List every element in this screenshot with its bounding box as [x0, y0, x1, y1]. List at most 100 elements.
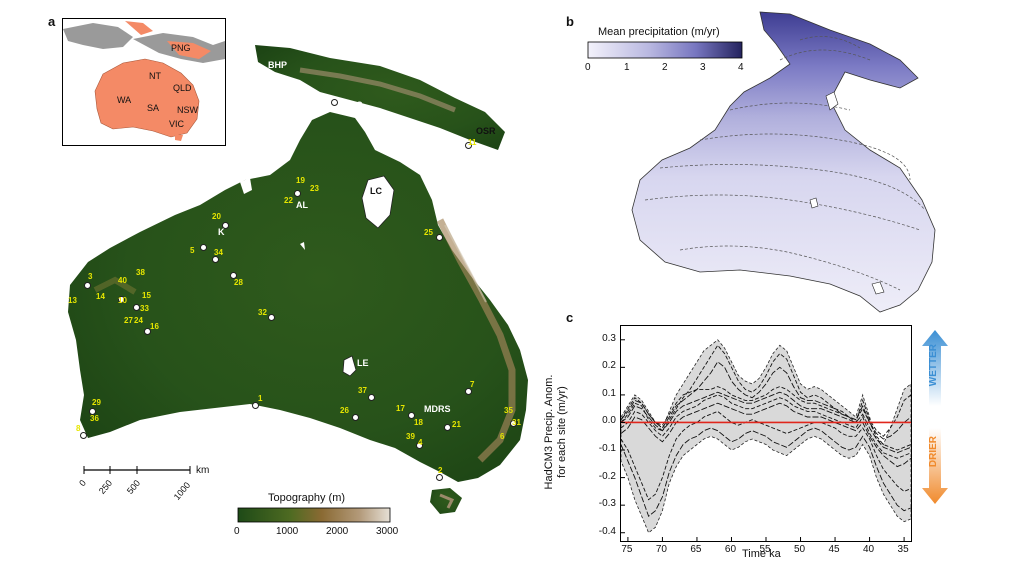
site-number: 3: [88, 272, 93, 281]
topo-tick: 2000: [326, 526, 349, 537]
x-tick-label: 70: [655, 544, 667, 555]
region-label-bhp: BHP: [268, 60, 288, 70]
site-number: 6: [500, 432, 505, 441]
site-number: 8: [76, 424, 81, 433]
y-tick-label: -0.1: [598, 443, 616, 455]
x-tick-label: 40: [863, 544, 875, 555]
site-marker: [408, 412, 415, 419]
lake-eyre: [342, 355, 357, 377]
australia-landmass: [68, 112, 528, 482]
site-marker: [444, 424, 451, 431]
site-number: 35: [504, 406, 513, 415]
topo-tick: 0: [234, 526, 240, 537]
series-line-7: [621, 427, 911, 517]
y-tick-label: -0.4: [598, 525, 616, 537]
inset-map: PNG NT QLD WA SA NSW VIC: [62, 18, 226, 146]
site-marker: [252, 402, 259, 409]
site-marker: [465, 142, 472, 149]
site-marker: [416, 442, 423, 449]
site-marker: [230, 272, 237, 279]
site-number: 39: [406, 432, 415, 441]
topography-colorbar: [237, 507, 391, 523]
region-label-mdrs: MDRS: [424, 404, 451, 414]
site-number: 13: [68, 296, 77, 305]
x-tick-label: 45: [828, 544, 840, 555]
topography-colorbar-title: Topography (m): [268, 492, 346, 504]
wetter-label: WETTER: [928, 344, 939, 387]
site-number: 29: [92, 398, 101, 407]
inset-label-sa: SA: [147, 103, 160, 113]
site-number: 18: [414, 418, 423, 427]
region-label-lc: LC: [370, 186, 382, 196]
inset-label-wa: WA: [117, 95, 132, 105]
region-label-ngcc: NGCC: [336, 100, 363, 110]
tasmania-landmass: [430, 488, 462, 514]
y-tick-label: 0.0: [602, 415, 616, 427]
scale-unit: km: [196, 465, 210, 476]
inset-label-nsw: NSW: [177, 105, 198, 115]
precip-tick: 1: [624, 62, 630, 73]
site-number: 4: [418, 438, 423, 447]
site-marker: [200, 244, 207, 251]
site-number: 27: [124, 316, 133, 325]
series-line-4: [621, 410, 911, 501]
series-line-1: [621, 391, 911, 454]
series-line-6: [621, 344, 911, 437]
wetter-arrow: [922, 330, 948, 406]
precip-tick: 2: [662, 62, 668, 73]
site-marker: [436, 474, 443, 481]
x-axis-label: Time ka: [742, 548, 781, 560]
site-marker: [352, 414, 359, 421]
site-marker: [294, 190, 301, 197]
site-number: 11: [468, 138, 477, 147]
series-line-3: [621, 361, 911, 440]
site-marker: [436, 234, 443, 241]
y-axis-label-line1: HadCM3 Precip. Anom.: [543, 374, 555, 490]
panel-label-a: a: [48, 14, 56, 29]
site-marker: [89, 408, 96, 415]
site-marker: [84, 282, 91, 289]
x-tick-label: 75: [621, 544, 633, 555]
site-marker: [510, 420, 517, 427]
site-number: 38: [136, 268, 145, 277]
region-label-osr: OSR: [476, 126, 496, 136]
site-number: 14: [96, 292, 105, 301]
site-number: 2: [438, 466, 443, 475]
site-marker: [331, 99, 338, 106]
region-label-k: K: [218, 227, 225, 237]
new-guinea-landmass: [255, 45, 505, 150]
y-axis-label-line2: for each site (m/yr): [556, 386, 568, 478]
site-number: 32: [258, 308, 267, 317]
site-number: 5: [190, 246, 195, 255]
panel-label-b: b: [566, 14, 574, 29]
x-tick-label: 60: [724, 544, 737, 555]
region-label-le: LE: [357, 358, 369, 368]
site-number: 19: [296, 176, 305, 185]
drier-arrow: [922, 428, 948, 504]
site-number: 40: [118, 276, 127, 285]
lake-carpentaria: [361, 175, 395, 229]
site-number: 36: [90, 414, 99, 423]
panel-label-c: c: [566, 310, 574, 325]
site-marker: [465, 388, 472, 395]
x-tick-label: 55: [759, 544, 771, 555]
site-marker: [133, 304, 140, 311]
site-marker: [212, 256, 219, 263]
precipitation-colorbar-title: Mean precipitation (m/yr): [598, 26, 720, 38]
x-tick-label: 65: [690, 544, 702, 555]
site-number: 34: [214, 248, 223, 257]
drier-label: DRIER: [928, 436, 939, 468]
site-marker: [80, 432, 87, 439]
site-number: 26: [340, 406, 349, 415]
y-tick-label: 0.3: [602, 332, 616, 344]
site-marker: [268, 314, 275, 321]
y-tick-label: 0.2: [602, 360, 616, 372]
scale-bar: [83, 466, 191, 474]
site-number: 20: [212, 212, 221, 221]
precip-tick: 0: [585, 62, 591, 73]
site-number: 24: [134, 316, 143, 325]
site-number: 25: [424, 228, 433, 237]
site-number: 31: [512, 418, 521, 427]
site-number: 33: [140, 304, 149, 313]
